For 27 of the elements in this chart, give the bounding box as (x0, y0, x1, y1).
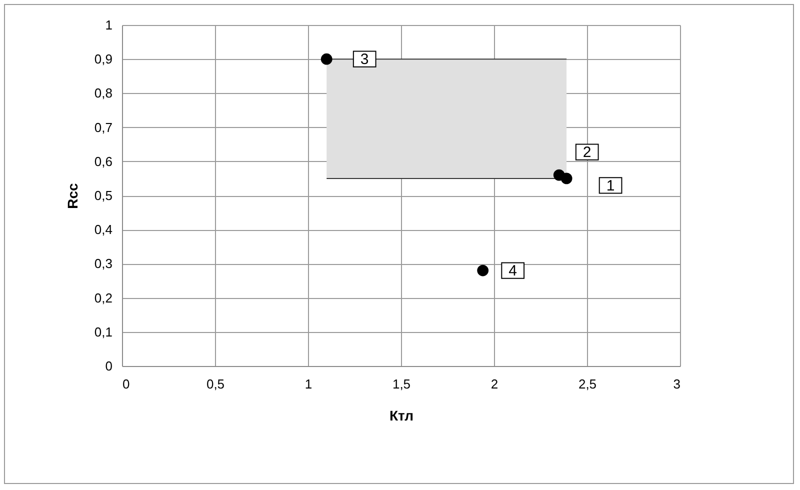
x-tick-label: 0,5 (206, 376, 225, 392)
annotation: 2 (582, 144, 592, 162)
x-tick-label: 2,5 (578, 376, 597, 392)
y-tick-label: 0,8 (94, 86, 112, 101)
y-tick-label: 1 (105, 18, 112, 32)
x-tick-label: 1 (304, 376, 312, 392)
x-tick-label: 3 (673, 376, 680, 392)
y-tick-label: 0,7 (94, 120, 112, 135)
y-tick-label: 0,1 (94, 324, 112, 340)
y-tick-label: 0,6 (94, 154, 112, 169)
x-tick-label: 2 (490, 376, 498, 392)
y-axis-title: Rсс (64, 182, 80, 209)
x-tick-label: 1,5 (392, 376, 411, 392)
point (553, 169, 565, 181)
y-tick-label: 0,2 (94, 290, 112, 306)
annotation: 4 (508, 262, 518, 280)
annotation: 3 (360, 51, 369, 68)
y-tick-label: 0,5 (94, 188, 112, 203)
y-tick-label: 0 (105, 358, 112, 374)
annotation: 1 (606, 177, 615, 194)
y-tick-label: 0,4 (94, 222, 112, 238)
y-tick-label: 0,3 (94, 256, 112, 272)
y-tick-label: 0,9 (94, 52, 112, 67)
point (320, 53, 332, 65)
point (477, 264, 489, 276)
x-axis-title: Ктл (389, 408, 414, 424)
x-tick-label: 0 (122, 376, 130, 392)
